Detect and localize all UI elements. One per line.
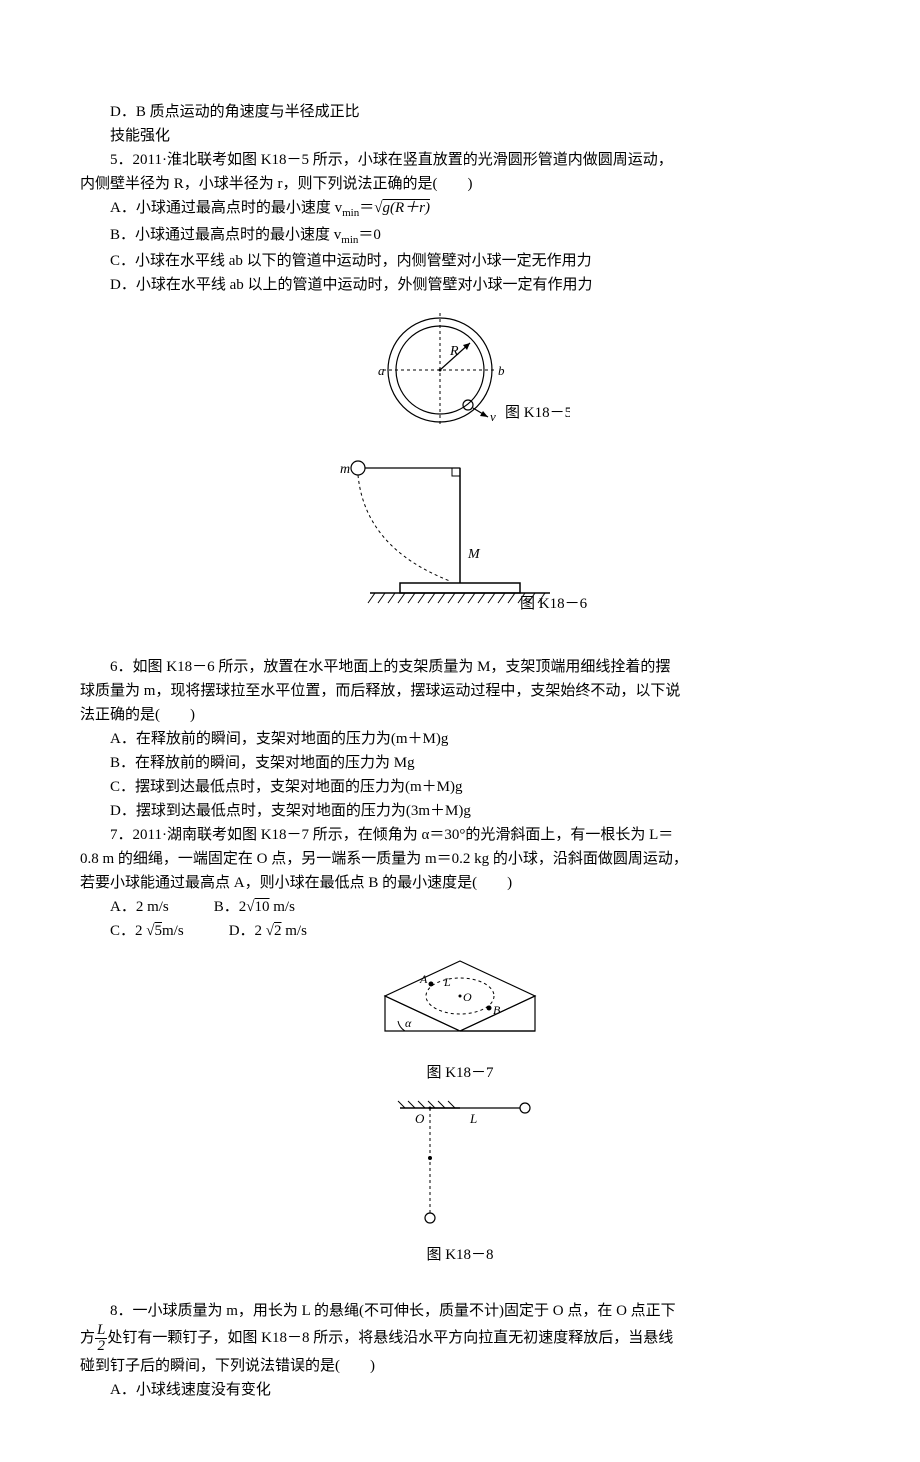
q8-stem-3: 碰到钉子后的瞬间，下列说法错误的是( ) (80, 1354, 840, 1378)
fig6-m-label: m (340, 462, 350, 477)
fig5-caption: 图 K18－5 (505, 404, 570, 421)
q5-opt-d: D．小球在水平线 ab 以上的管道中运动时，外侧管壁对小球一定有作用力 (80, 273, 840, 297)
q7-opt-c: C．2 √5m/s (110, 919, 184, 943)
q6-opt-d: D．摆球到达最低点时，支架对地面的压力为(3m＋M)g (80, 799, 840, 823)
fig5-R-label: R (449, 344, 459, 359)
q6-stem-2: 球质量为 m，现将摆球拉至水平位置，而后释放，摆球运动过程中，支架始终不动，以下… (80, 679, 840, 703)
fig6-caption: 图 K18－6 (520, 595, 588, 612)
q6-stem-3: 法正确的是( ) (80, 703, 840, 727)
fig5-v-label: v (490, 409, 496, 424)
q4-opt-d: D．B 质点运动的角速度与半径成正比 (80, 100, 840, 124)
q5-opt-a: A．小球通过最高点时的最小速度 vmin＝√g(R＋r) (80, 196, 840, 223)
q7-opt-d: D．2 √2 m/s (229, 919, 307, 943)
fig8-L-label: L (469, 1111, 477, 1126)
q6-opt-b: B．在释放前的瞬间，支架对地面的压力为 Mg (80, 751, 840, 775)
q6-opt-c: C．摆球到达最低点时，支架对地面的压力为(m＋M)g (80, 775, 840, 799)
fig7-A-label: A (419, 972, 428, 986)
q5-stem-2: 内侧壁半径为 R，小球半径为 r，则下列说法正确的是( ) (80, 172, 840, 196)
q8-stem-2: 方L2处钉有一颗钉子，如图 K18－8 所示，将悬线沿水平方向拉直无初速度释放后… (80, 1323, 840, 1354)
fig8-caption: 图 K18－8 (80, 1243, 840, 1267)
figure-k18-6: m M 图 K18－6 (80, 453, 840, 623)
fig7-alpha-label: α (405, 1016, 412, 1030)
fig7-caption: 图 K18－7 (80, 1061, 840, 1085)
figure-k18-8: O L 图 K18－8 (80, 1093, 840, 1267)
q5-opt-c: C．小球在水平线 ab 以下的管道中运动时，内侧管壁对小球一定无作用力 (80, 249, 840, 273)
q6-stem-1: 6．如图 K18－6 所示，放置在水平地面上的支架质量为 M，支架顶端用细线拴着… (80, 655, 840, 679)
fig7-L-label: L (443, 975, 451, 989)
q5-stem-1: 5．2011·淮北联考如图 K18－5 所示，小球在竖直放置的光滑圆形管道内做圆… (80, 148, 840, 172)
q7-opts-row1: A．2 m/s B．2√10 m/s (80, 895, 840, 919)
fig5-a-label: a (378, 363, 385, 378)
q8-stem-1: 8．一小球质量为 m，用长为 L 的悬绳(不可伸长，质量不计)固定于 O 点，在… (80, 1299, 840, 1323)
figure-k18-7: O A B L α 图 K18－7 (80, 951, 840, 1085)
fig7-O-label: O (463, 990, 472, 1004)
q7-opts-row2: C．2 √5m/s D．2 √2 m/s (80, 919, 840, 943)
skill-header: 技能强化 (80, 124, 840, 148)
q7-opt-a: A．2 m/s (110, 895, 169, 919)
q7-stem-1: 7．2011·湖南联考如图 K18－7 所示，在倾角为 α＝30°的光滑斜面上，… (80, 823, 840, 847)
figure-k18-5: R a b v 图 K18－5 (80, 305, 840, 445)
q7-stem-2: 0.8 m 的细绳，一端固定在 O 点，另一端系一质量为 m＝0.2 kg 的小… (80, 847, 840, 871)
q8-opt-a: A．小球线速度没有变化 (80, 1378, 840, 1402)
q5-opt-b: B．小球通过最高点时的最小速度 vmin＝0 (80, 223, 840, 250)
q6-opt-a: A．在释放前的瞬间，支架对地面的压力为(m＋M)g (80, 727, 840, 751)
q7-opt-b: B．2√10 m/s (214, 895, 295, 919)
fig5-b-label: b (498, 363, 505, 378)
q7-stem-3: 若要小球能通过最高点 A，则小球在最低点 B 的最小速度是( ) (80, 871, 840, 895)
fig8-O-label: O (415, 1111, 425, 1126)
fig6-M-label: M (467, 547, 481, 562)
fig7-B-label: B (493, 1003, 501, 1017)
